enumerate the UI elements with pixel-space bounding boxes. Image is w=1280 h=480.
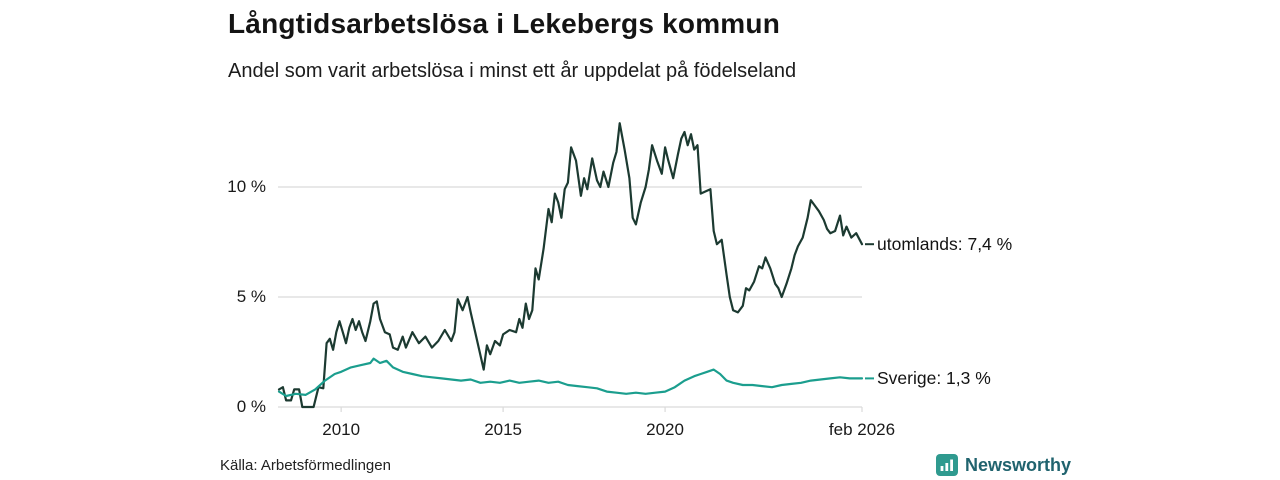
y-tick-label: 5 % [236,287,266,306]
series-end-label-utomlands: utomlands: 7,4 % [877,234,1013,255]
series-line-utomlands [277,122,864,409]
x-tick-label: feb 2026 [828,420,896,439]
series-line-sverige [277,357,864,398]
x-tick-label: 2020 [646,420,684,439]
x-tick-label: 2015 [484,420,523,439]
series-end-label-sverige: Sverige: 1,3 % [877,368,991,389]
chart-title: Långtidsarbetslösa i Lekebergs kommun [228,8,780,39]
brand-name: Newsworthy [965,454,1072,475]
brand-logo: Newsworthy [936,454,1071,476]
x-tick-label: 2010 [322,420,361,439]
source-note: Källa: Arbetsförmedlingen [220,457,391,474]
y-tick-label: 0 % [236,397,266,416]
chart-subtitle: Andel som varit arbetslösa i minst ett å… [228,60,797,82]
y-tick-label: 10 % [227,177,266,196]
bar-chart-icon [936,454,958,476]
